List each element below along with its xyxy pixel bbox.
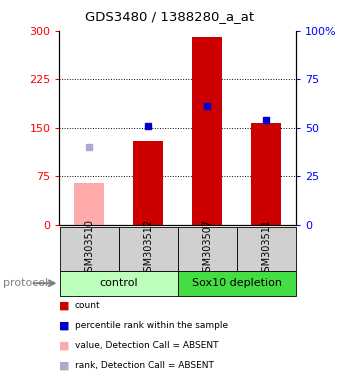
Text: ■: ■ bbox=[59, 340, 70, 350]
Text: Sox10 depletion: Sox10 depletion bbox=[192, 278, 282, 288]
Bar bbox=[59, 227, 119, 271]
Bar bbox=[252, 123, 281, 225]
Bar bbox=[177, 227, 237, 271]
Text: value, Detection Call = ABSENT: value, Detection Call = ABSENT bbox=[75, 341, 218, 350]
Text: ■: ■ bbox=[59, 300, 70, 310]
Bar bbox=[192, 36, 222, 225]
Text: control: control bbox=[99, 278, 138, 288]
Text: rank, Detection Call = ABSENT: rank, Detection Call = ABSENT bbox=[75, 361, 214, 370]
Text: count: count bbox=[75, 301, 100, 310]
Text: percentile rank within the sample: percentile rank within the sample bbox=[75, 321, 228, 330]
Text: ■: ■ bbox=[59, 360, 70, 370]
Text: protocol: protocol bbox=[3, 278, 49, 288]
Text: GSM303511: GSM303511 bbox=[261, 219, 271, 278]
Text: GSM303507: GSM303507 bbox=[202, 219, 212, 278]
Text: GSM303512: GSM303512 bbox=[143, 219, 153, 278]
Bar bbox=[177, 271, 296, 296]
Text: GDS3480 / 1388280_a_at: GDS3480 / 1388280_a_at bbox=[85, 10, 255, 23]
Text: ■: ■ bbox=[59, 320, 70, 330]
Bar bbox=[237, 227, 296, 271]
Text: GSM303510: GSM303510 bbox=[84, 219, 94, 278]
Bar bbox=[133, 141, 163, 225]
Bar bbox=[119, 227, 177, 271]
Bar bbox=[59, 271, 177, 296]
Bar bbox=[74, 183, 104, 225]
